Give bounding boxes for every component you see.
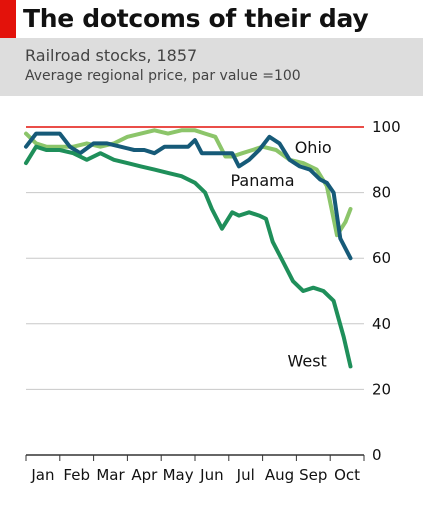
x-axis (25, 454, 365, 461)
brand-accent-bar (0, 0, 16, 38)
x-tick-label: Apr (131, 466, 158, 484)
chart-unit-note: Average regional price, par value =100 (25, 68, 301, 84)
x-tick-label: Jan (30, 466, 54, 484)
x-tick-label: Jul (236, 466, 255, 484)
gridlines (26, 126, 364, 390)
x-tick-label: Oct (334, 466, 360, 484)
y-tick-label: 20 (372, 380, 391, 398)
x-tick-label: Aug (265, 466, 294, 484)
y-tick-labels: 0 20 40 60 80 100 (372, 118, 401, 464)
x-tick-labels: Jan Feb Mar Apr May Jun Jul Aug Sep Oct (30, 466, 360, 484)
y-tick-label: 60 (372, 249, 391, 267)
y-tick-label: 40 (372, 315, 391, 333)
x-tick-label: Jun (199, 466, 223, 484)
y-tick-label: 80 (372, 184, 391, 202)
subtitle-band: Railroad stocks, 1857 Average regional p… (0, 38, 423, 96)
x-tick-label: Feb (63, 466, 90, 484)
series-line-west (24, 144, 353, 369)
series-lines (24, 128, 353, 369)
y-tick-label: 100 (372, 118, 401, 136)
x-tick-label: Mar (96, 466, 125, 484)
chart-title: The dotcoms of their day (23, 4, 369, 33)
x-tick-label: Sep (299, 466, 327, 484)
series-line-panama (24, 131, 353, 261)
series-line-ohio (24, 128, 353, 238)
series-label-west: West (287, 351, 326, 370)
x-tick-label: May (163, 466, 194, 484)
series-label-ohio: Ohio (295, 138, 332, 157)
series-label-panama: Panama (230, 171, 294, 190)
chart-subtitle: Railroad stocks, 1857 (25, 46, 198, 65)
y-tick-label: 0 (372, 446, 382, 464)
